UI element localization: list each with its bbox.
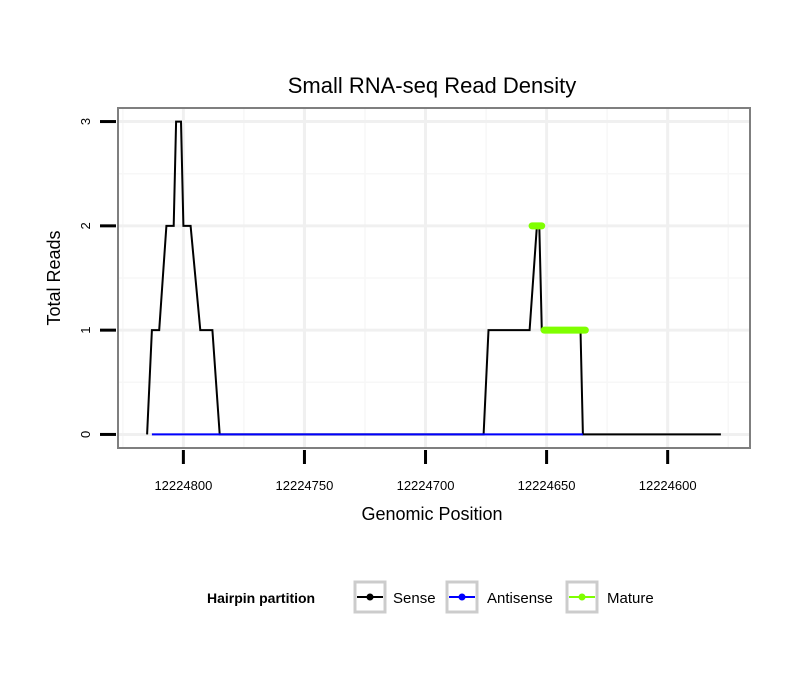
x-tick-label-1: 12224750 (276, 478, 334, 493)
x-axis-label: Genomic Position (361, 504, 502, 524)
legend-item-antisense: Antisense (445, 580, 553, 614)
x-tick-label-2: 12224700 (397, 478, 455, 493)
plot-border (117, 107, 751, 449)
legend-title: Hairpin partition (207, 590, 315, 606)
legend-point-antisense (458, 593, 466, 601)
axes: 12224800 12224750 12224700 12224650 12224600… (78, 118, 697, 493)
y-tick-label-3: 3 (78, 118, 93, 125)
x-tick-label-0: 12224800 (154, 478, 212, 493)
y-tick-label-1: 1 (78, 327, 93, 334)
legend-item-sense: Sense (353, 580, 436, 614)
x-tick-label-4: 12224600 (639, 478, 697, 493)
plot-panel (117, 107, 751, 449)
legend-point-mature (578, 593, 586, 601)
legend-item-mature: Mature (565, 580, 654, 614)
legend-point-sense (366, 593, 374, 601)
legend-label-sense: Sense (393, 590, 436, 607)
legend-label-antisense: Antisense (487, 590, 553, 607)
chart-title: Small RNA-seq Read Density (288, 73, 577, 98)
x-tick-label-3: 12224650 (518, 478, 576, 493)
legend: Hairpin partition Sense Antisense Mature (207, 580, 654, 614)
y-tick-label-2: 2 (78, 222, 93, 229)
legend-label-mature: Mature (607, 590, 654, 607)
series-layer (146, 120, 721, 436)
y-tick-label-0: 0 (78, 431, 93, 438)
y-axis-label: Total Reads (44, 230, 64, 325)
